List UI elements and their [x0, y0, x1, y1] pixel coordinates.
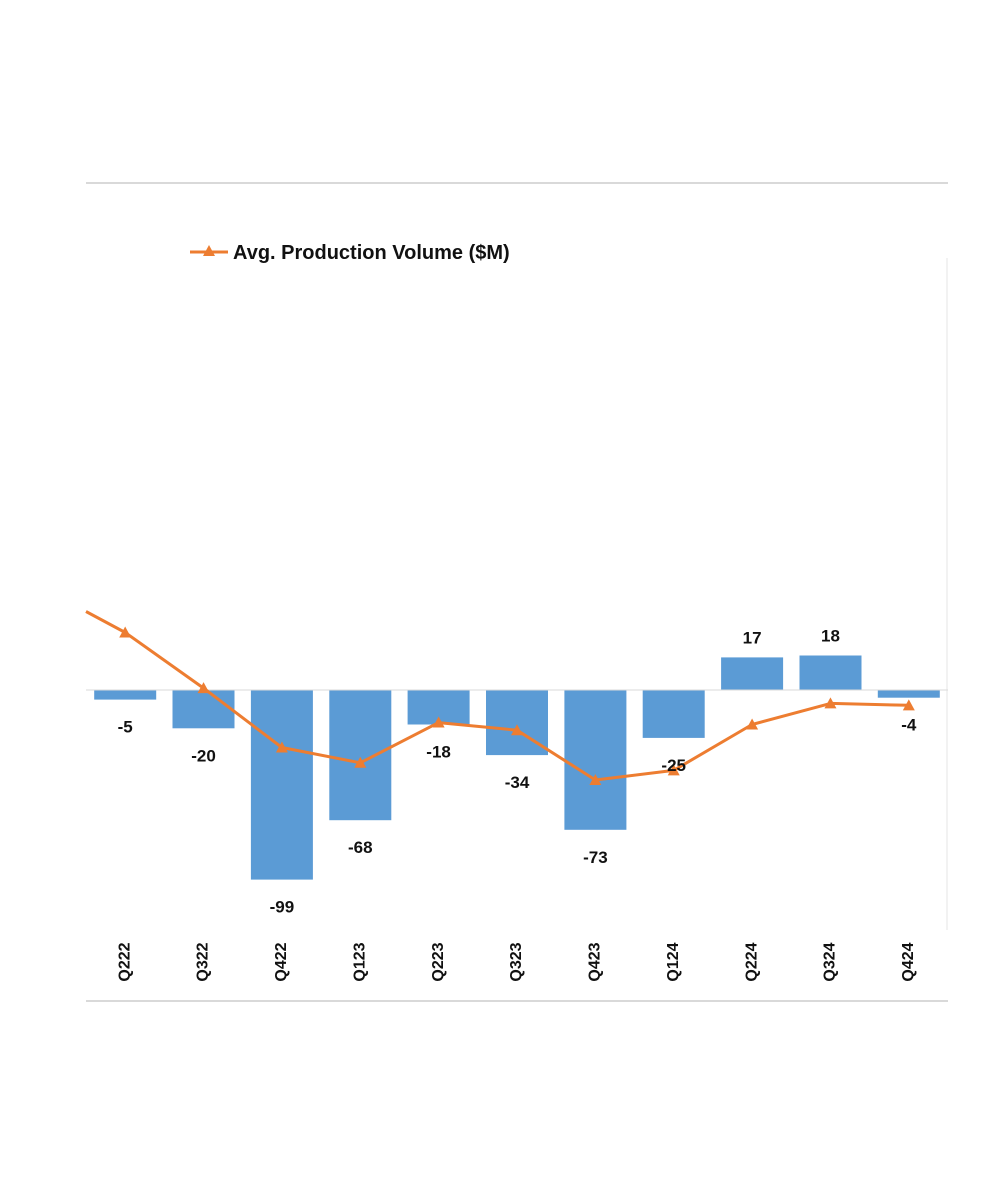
data-label-q323: -34: [505, 773, 530, 792]
data-label-q322: -20: [191, 746, 216, 765]
legend: Avg. Production Volume ($M): [190, 242, 510, 264]
tick-label-q424: Q424: [900, 942, 917, 981]
line-marker-q324: [824, 697, 837, 709]
line-marker-q123: [354, 756, 367, 768]
bar-q224: [721, 657, 784, 690]
line-marker-q422: [275, 741, 288, 753]
line-marker-q423: [589, 774, 602, 786]
tick-label-q423: Q423: [587, 942, 604, 981]
bar-q222: [94, 690, 157, 700]
line-marker-q223: [432, 716, 445, 728]
line-marker-q222: [119, 626, 132, 638]
bar-q324: [799, 655, 862, 690]
data-label-q223: -18: [426, 743, 451, 762]
bar-q322: [172, 690, 235, 729]
data-label-q424: -4: [901, 716, 917, 735]
tick-label-q322: Q322: [195, 942, 212, 981]
tick-label-q222: Q222: [116, 942, 133, 981]
tick-label-q124: Q124: [665, 942, 682, 981]
tick-label-q422: Q422: [273, 942, 290, 981]
tick-label-q324: Q324: [822, 942, 839, 981]
x-axis-tick-labels: Q222 Q322 Q422 Q123 Q223 Q323 Q423 Q124 Q224 Q324…: [116, 942, 917, 981]
line-marker-q322: [197, 682, 210, 694]
line-marker-q323: [511, 724, 523, 736]
bar-q124: [642, 690, 705, 738]
line-marker-q124: [667, 764, 680, 776]
tick-label-q223: Q223: [430, 942, 447, 981]
tick-label-q224: Q224: [743, 942, 760, 981]
legend-triangle-marker: [203, 245, 215, 256]
bar-q423: [564, 690, 627, 830]
data-label-q422: -99: [270, 898, 295, 917]
data-label-q324: 18: [821, 627, 840, 646]
bar-q422: [250, 690, 313, 880]
tick-label-q323: Q323: [508, 942, 525, 981]
legend-label: Avg. Production Volume ($M): [233, 242, 510, 264]
bar-series: [94, 655, 940, 880]
data-labels: -5 -20 -99 -68 -18 -34 -73 -25 17 18 -4: [118, 627, 917, 917]
line-marker-q224: [746, 718, 759, 730]
line-series: [85, 610, 915, 786]
bar-q424: [877, 690, 940, 698]
data-label-q124: -25: [661, 756, 686, 775]
line-marker-q424: [902, 699, 915, 711]
data-label-q222: -5: [118, 718, 133, 737]
data-label-q423: -73: [583, 848, 608, 867]
data-label-q123: -68: [348, 838, 373, 857]
line-path: [85, 610, 909, 782]
bar-q123: [329, 690, 392, 821]
data-label-q224: 17: [743, 628, 762, 647]
tick-label-q123: Q123: [352, 942, 369, 981]
